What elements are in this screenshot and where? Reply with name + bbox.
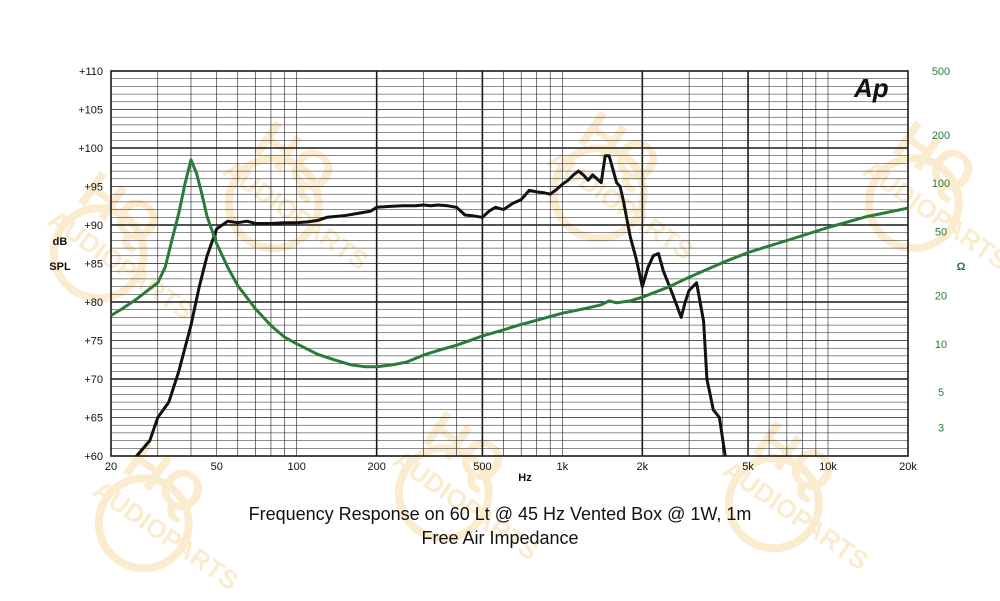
x-tick-label: 2k (637, 461, 649, 473)
chart-caption-line-1: Frequency Response on 60 Lt @ 45 Hz Vent… (248, 504, 752, 524)
y-left-axis-label-db: dB (53, 236, 68, 248)
y-right-tick-label: 200 (932, 130, 950, 142)
watermark-ring (224, 154, 323, 253)
spl-response-line (135, 154, 727, 456)
y-left-tick-label: +105 (78, 105, 103, 117)
x-tick-label: 200 (367, 461, 385, 473)
y-right-tick-label: 50 (935, 227, 947, 239)
y-right-tick-label: 20 (935, 290, 947, 302)
y-right-tick-label: 100 (932, 178, 950, 190)
y-right-tick-label: 500 (932, 66, 950, 78)
impedance-line (111, 158, 908, 369)
watermark-ring (724, 454, 823, 553)
x-tick-label: 1k (557, 461, 569, 473)
ap-logo: Ap (853, 73, 889, 103)
y-left-tick-label: +110 (79, 66, 103, 78)
y-left-tick-label: +60 (84, 451, 103, 463)
chart-grid (110, 70, 909, 457)
watermark-ring (94, 474, 193, 573)
y-right-tick-label: 10 (935, 339, 947, 351)
axis-ticks: +110 +105 +100 +95 +90 +85 +80 +75 +70 +65 +60 500 2… (78, 66, 950, 473)
x-tick-label: 100 (288, 461, 306, 473)
y-right-tick-label: 5 (938, 387, 944, 399)
x-tick-label: 500 (473, 461, 491, 473)
x-tick-label: 50 (211, 461, 223, 473)
chart-caption-line-2: Free Air Impedance (421, 528, 579, 548)
x-tick-label: 10k (819, 461, 837, 473)
y-left-tick-label: +90 (84, 220, 103, 232)
y-left-tick-label: +70 (84, 374, 103, 386)
y-left-tick-label: +100 (78, 143, 103, 155)
y-right-axis-label-ohm: Ω (957, 261, 966, 273)
x-tick-label: 20k (899, 461, 917, 473)
y-left-tick-label: +65 (84, 413, 103, 425)
x-axis-unit-label: Hz (518, 472, 532, 484)
y-left-tick-label: +85 (84, 259, 103, 271)
y-right-tick-label: 3 (938, 423, 944, 435)
watermark-ring (549, 144, 648, 243)
x-tick-label: 5k (742, 461, 754, 473)
chart-series (111, 154, 908, 456)
x-tick-label: 20 (105, 461, 117, 473)
y-left-tick-label: +95 (84, 182, 103, 194)
watermark-ring (864, 154, 963, 253)
y-left-tick-label: +75 (84, 336, 103, 348)
y-left-axis-label-spl: SPL (49, 261, 71, 273)
y-left-tick-label: +80 (84, 297, 103, 309)
